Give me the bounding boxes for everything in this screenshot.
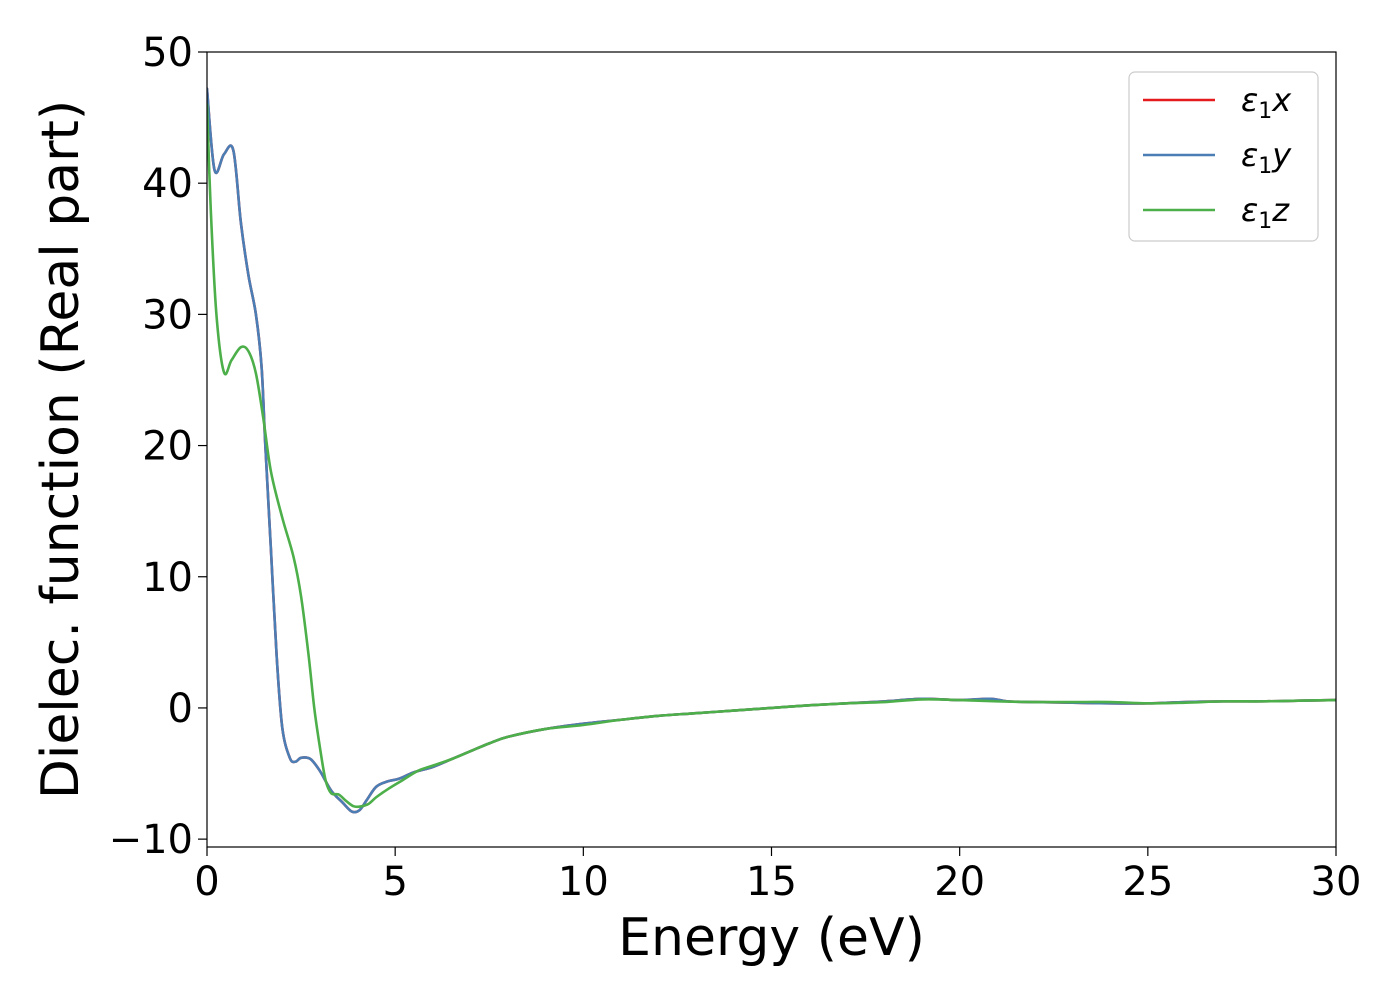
legend-label-y: ε1y (1241, 136, 1292, 179)
x-tick-label: 0 (194, 859, 219, 905)
y-tick-label: 50 (142, 30, 193, 76)
y-axis-ticks: −10 0 10 20 30 40 50 (109, 30, 207, 863)
y-tick-label: 40 (142, 161, 193, 207)
x-tick-label: 25 (1122, 859, 1173, 905)
x-tick-label: 30 (1311, 859, 1362, 905)
legend-box (1128, 71, 1319, 242)
y-tick-label: 30 (142, 292, 193, 338)
series-line-z (207, 103, 1336, 809)
y-axis-title: Dielec. function (Real part) (31, 100, 91, 799)
y-tick-label: −10 (109, 817, 193, 863)
x-tick-label: 15 (746, 859, 797, 905)
legend-label-x: ε1x (1241, 81, 1292, 124)
x-tick-label: 20 (934, 859, 985, 905)
y-tick-label: 10 (142, 555, 193, 601)
x-axis-title: Energy (eV) (618, 908, 925, 968)
plot-lines (207, 87, 1336, 814)
x-axis-ticks: 0 5 10 15 20 25 30 (194, 847, 1361, 905)
y-tick-label: 20 (142, 424, 193, 470)
legend: ε1x ε1y ε1z (1128, 71, 1319, 242)
x-tick-label: 10 (558, 859, 609, 905)
x-tick-label: 5 (382, 859, 407, 905)
y-tick-label: 0 (168, 686, 193, 732)
legend-label-z: ε1z (1241, 191, 1290, 234)
